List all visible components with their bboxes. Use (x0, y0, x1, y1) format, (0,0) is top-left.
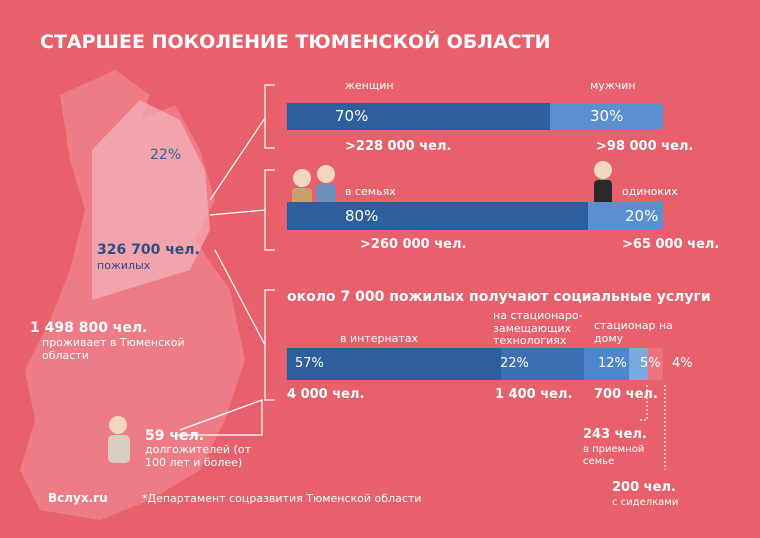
south-highlight (92, 100, 210, 300)
segment-name: стационар на дому (594, 319, 673, 345)
source: *Департамент соцразвития Тюменской облас… (142, 492, 422, 505)
segment-count: 243 чел. (583, 427, 647, 442)
bar-segment (550, 103, 663, 130)
bar-segment (629, 348, 648, 380)
bar-segment (587, 202, 663, 230)
title: СТАРШЕЕ ПОКОЛЕНИЕ ТЮМЕНСКОЙ ОБЛАСТИ (40, 31, 551, 53)
region-count: 326 700 чел. (97, 242, 200, 258)
segment-name: женщин (345, 79, 394, 92)
segment-label: 80% (345, 206, 379, 225)
centenarians-count: 59 чел. (145, 428, 205, 444)
bar-segment (647, 348, 663, 380)
segment-count: >260 000 чел. (360, 237, 467, 252)
segment-count: 200 чел. (612, 480, 676, 495)
segment-note: в приемной семье (583, 444, 645, 467)
region-share: 22% (150, 147, 182, 163)
segment-count: 700 чел. (594, 387, 658, 402)
region-total: 1 498 800 чел. (30, 320, 148, 336)
segment-count: >228 000 чел. (345, 139, 452, 154)
segment-count: >98 000 чел. (596, 139, 694, 154)
bar-segment (287, 103, 551, 130)
bar-segment (287, 348, 502, 380)
segment-name: одиноких (622, 185, 678, 198)
segment-label: 70% (335, 107, 369, 125)
bar-segment (287, 202, 588, 230)
segment-count: 4 000 чел. (287, 387, 365, 402)
region-count-label: пожилых (97, 259, 151, 272)
segment-label: 12% (598, 355, 627, 371)
bar-segment (584, 348, 630, 380)
segment-name: мужчин (590, 79, 636, 92)
bar-segment (501, 348, 585, 380)
segment-count: 1 400 чел. (495, 387, 573, 402)
segment-label: 57% (295, 355, 324, 371)
segment-name: на стационаро-замещающих технологиях (493, 309, 583, 348)
centenarians-label: долгожителей (от 100 лет и более) (145, 443, 251, 469)
segment-note: с сиделками (612, 497, 679, 508)
segment-label: 22% (500, 355, 529, 371)
segment-label: 5% (640, 355, 661, 371)
segment-count: >65 000 чел. (622, 237, 720, 252)
site: Вслух.ru (48, 491, 108, 505)
segment-label: 20% (625, 206, 659, 225)
services-title: около 7 000 пожилых получают социальные … (287, 289, 711, 305)
segment-label: 30% (590, 107, 624, 125)
segment-label: 4% (672, 355, 693, 371)
region-total-label: проживает в Тюменской области (42, 336, 185, 362)
segment-name: в интернатах (340, 332, 419, 345)
segment-name: в семьях (345, 185, 396, 198)
